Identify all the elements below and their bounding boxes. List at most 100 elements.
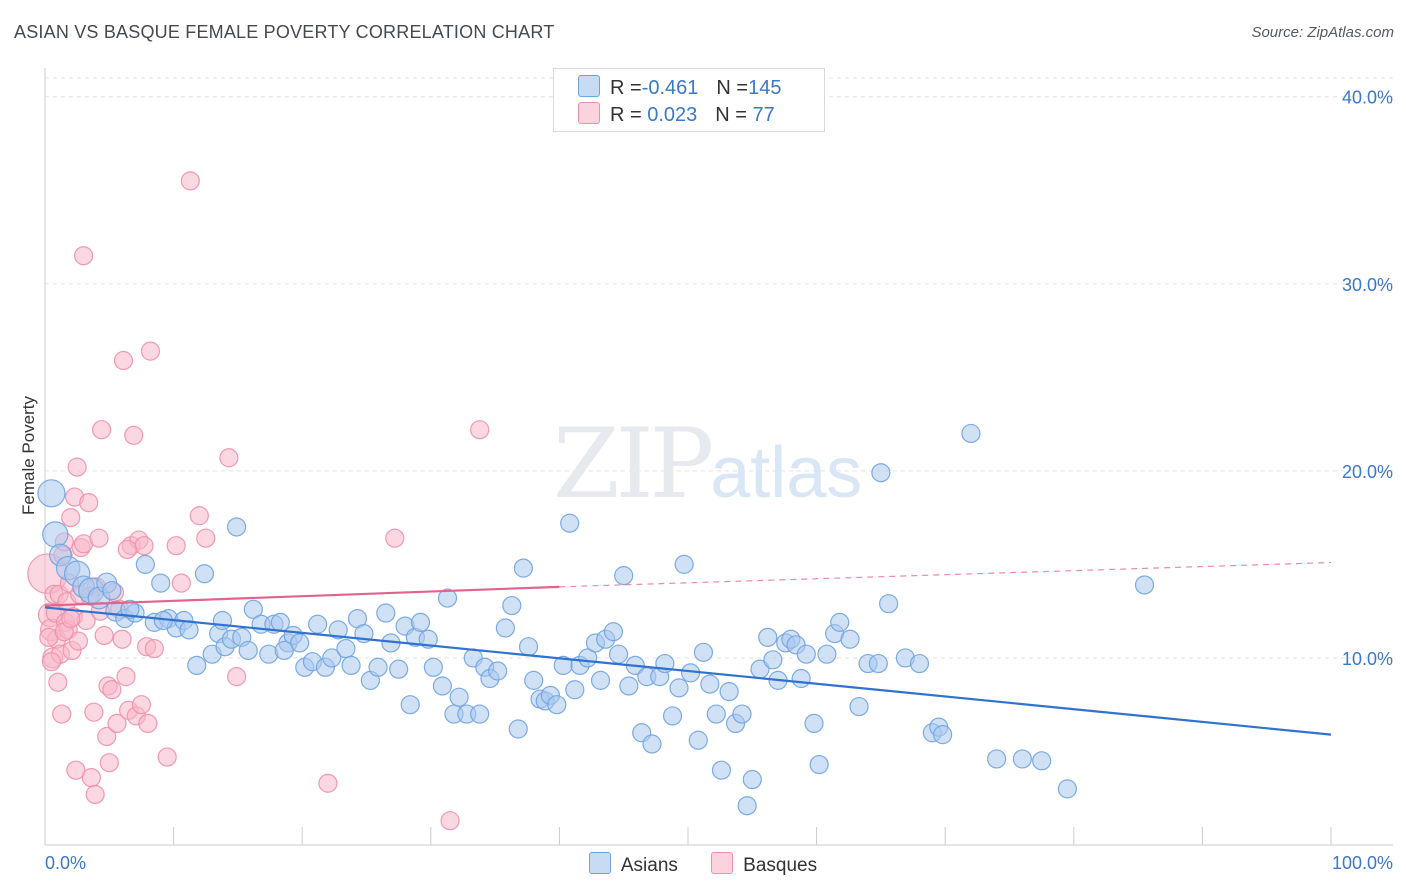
asian-point <box>243 599 263 619</box>
asian-point <box>688 730 708 750</box>
basque-point <box>48 672 68 692</box>
basque-point <box>52 704 72 724</box>
basque-point <box>99 753 119 773</box>
asian-point <box>619 676 639 696</box>
r-label: R = <box>610 77 642 99</box>
basque-point <box>385 528 405 548</box>
asian-point <box>879 594 899 614</box>
asian-point <box>336 638 356 659</box>
legend-item-asians[interactable]: Asians <box>588 852 678 877</box>
asian-point <box>642 734 662 754</box>
watermark-zip: ZIP <box>553 408 714 520</box>
asian-point <box>987 749 1007 769</box>
asian-point <box>700 674 720 694</box>
asian-point <box>662 706 683 726</box>
basque-point <box>97 726 117 747</box>
r-value: -0.461 <box>641 77 699 99</box>
basque-point <box>189 506 209 526</box>
series-legend: Asians Basques <box>0 852 1406 877</box>
basque-point <box>113 350 134 371</box>
asian-point <box>502 595 522 616</box>
legend-item-basques[interactable]: Basques <box>711 852 817 877</box>
asian-point <box>423 657 443 677</box>
asian-point <box>608 644 629 664</box>
basque-point <box>84 702 104 722</box>
basques-legend-label: Basques <box>743 855 818 876</box>
asian-point <box>871 463 891 483</box>
basque-point <box>144 638 164 659</box>
basque-point <box>73 246 94 266</box>
r-value: 0.023 <box>641 104 698 126</box>
n-label: N = <box>715 104 747 126</box>
n-label: N = <box>716 77 749 99</box>
basque-point <box>102 680 122 700</box>
watermark: ZIPatlas <box>553 408 862 520</box>
x-tick-label-max: 100.0% <box>1332 853 1393 873</box>
asian-point <box>187 655 207 676</box>
asian-point <box>791 668 811 689</box>
y-tick-label: 10.0% <box>1342 649 1393 669</box>
basque-point <box>166 536 186 556</box>
basque-point <box>131 695 152 715</box>
basque-point <box>66 760 86 780</box>
basques-points <box>27 171 490 831</box>
basques-trend-extension <box>559 561 1332 588</box>
watermark-atlas: atlas <box>710 433 863 513</box>
asian-point <box>524 670 544 690</box>
asian-point <box>274 640 294 661</box>
asian-point <box>830 612 850 632</box>
stats-legend: R = -0.461 N = 145 R = 0.023 N = 77 <box>553 68 825 132</box>
asians-trend-line <box>44 606 1332 736</box>
basque-point <box>67 457 87 477</box>
asian-point <box>120 599 140 619</box>
basque-point <box>470 420 490 440</box>
x-tick-label-min: 0.0% <box>45 853 86 873</box>
asian-point <box>400 695 420 715</box>
basque-point <box>140 341 161 361</box>
basque-point <box>81 768 101 788</box>
basque-point <box>117 539 137 560</box>
asian-point <box>389 659 409 679</box>
asian-point <box>742 769 762 790</box>
asian-point <box>804 713 824 734</box>
asian-point <box>547 695 567 715</box>
axes <box>44 68 1393 846</box>
basques-legend-swatch <box>711 852 734 874</box>
asian-point <box>719 681 739 702</box>
asian-point <box>706 704 726 724</box>
asian-point <box>135 554 155 574</box>
basques-trend-line <box>44 585 560 607</box>
basque-point <box>318 773 338 793</box>
chart-title: ASIAN VS BASQUE FEMALE POVERTY CORRELATI… <box>14 22 555 42</box>
asian-point <box>42 521 69 548</box>
asian-point <box>840 629 860 649</box>
asian-point <box>711 760 732 780</box>
basque-point <box>138 713 158 734</box>
y-tick-label: 20.0% <box>1342 462 1393 482</box>
asian-point <box>565 680 585 700</box>
asian-point <box>1057 779 1077 799</box>
y-tick-label: 30.0% <box>1342 275 1393 295</box>
asian-point <box>1012 749 1032 769</box>
y-tick-label: 40.0% <box>1342 88 1393 108</box>
n-value: 145 <box>748 77 782 99</box>
asian-point <box>1032 751 1052 771</box>
asian-point <box>590 670 611 690</box>
asian-point <box>341 655 361 676</box>
asians-swatch <box>578 75 600 97</box>
asian-point <box>194 564 215 584</box>
basque-point <box>41 652 62 672</box>
asian-point <box>238 640 258 661</box>
asian-point <box>817 644 837 664</box>
trend-lines <box>44 561 1332 736</box>
asian-point <box>432 676 452 696</box>
asian-point <box>308 614 328 634</box>
asian-point <box>849 696 869 717</box>
asian-point <box>1134 575 1155 595</box>
basque-point <box>89 528 109 548</box>
asian-point <box>328 620 348 640</box>
asian-point <box>796 644 816 664</box>
legend-row-asians: R = -0.461 N = 145 <box>578 75 781 101</box>
basque-point <box>94 625 114 646</box>
